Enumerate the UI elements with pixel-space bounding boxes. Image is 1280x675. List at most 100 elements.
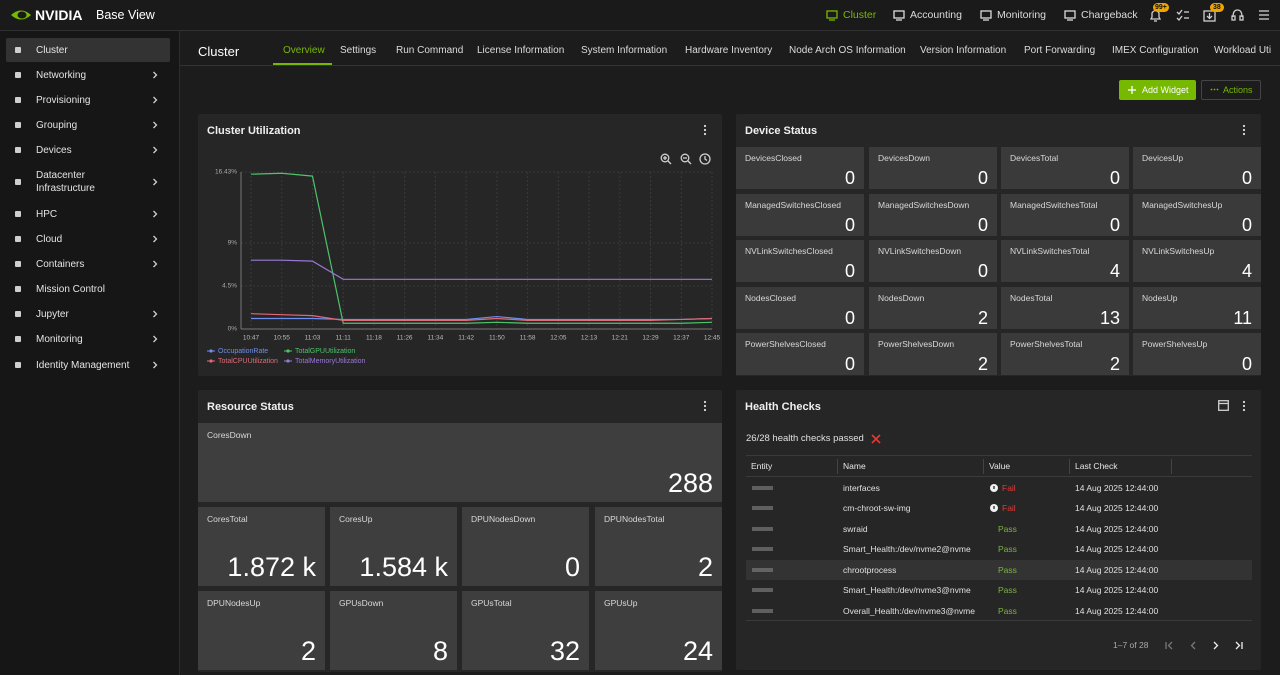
sidebar-item[interactable]: Datacenter Infrastructure (36, 169, 146, 195)
tile-label: NodesUp (1142, 292, 1177, 304)
prev-page-button[interactable] (1189, 641, 1197, 650)
nav-icon[interactable] (826, 9, 838, 21)
tile-value: 1.872 k (198, 552, 316, 582)
nav-icon[interactable] (893, 9, 905, 21)
check-time: 14 Aug 2025 12:44:00 (1075, 502, 1158, 514)
tile-value: 0 (869, 215, 988, 235)
tab[interactable]: Version Information (920, 45, 1006, 57)
icon-shape (152, 96, 158, 104)
tile-label: ManagedSwitchesUp (1142, 199, 1222, 211)
tile-label: PowerShelvesDown (878, 338, 954, 350)
tab[interactable]: Settings (340, 45, 376, 57)
nav-icon[interactable] (980, 9, 992, 21)
sidebar-item[interactable]: Cloud (36, 226, 146, 252)
check-name: cm-chroot-sw-img (843, 502, 911, 514)
sidebar-item[interactable]: Containers (36, 251, 146, 277)
tab[interactable]: Workload Utilization (1214, 45, 1271, 57)
sidebar-icon (14, 46, 22, 54)
main-menu-button[interactable] (1258, 10, 1270, 20)
zoom-in-button[interactable] (660, 153, 672, 165)
icon-shape (154, 261, 157, 267)
tile-value: 0 (1001, 168, 1120, 188)
last-page-button[interactable] (1234, 641, 1244, 650)
support-button[interactable] (1231, 9, 1244, 22)
check-value: Pass (998, 543, 1017, 555)
entity-redacted (752, 547, 773, 551)
icon-shape (1240, 16, 1243, 20)
page-title: Cluster (198, 45, 239, 59)
kebab-menu[interactable] (1241, 124, 1247, 136)
icon-shape (1243, 125, 1245, 127)
icon-shape (154, 211, 157, 217)
nav-icon[interactable] (1064, 9, 1076, 21)
icon-shape (15, 286, 21, 292)
icon-shape (15, 261, 21, 267)
chevron (152, 71, 158, 79)
nav-link[interactable]: Accounting (910, 9, 962, 21)
tab[interactable]: Hardware Inventory (685, 45, 772, 57)
first-page-button[interactable] (1165, 641, 1175, 650)
sidebar-item[interactable]: Networking (36, 62, 146, 88)
sidebar-icon (14, 335, 22, 343)
kebab-menu[interactable] (1241, 400, 1247, 412)
sidebar-item[interactable]: Provisioning (36, 87, 146, 113)
icon-shape (14, 285, 22, 293)
product-name: Base View (96, 8, 155, 23)
tile-label: ManagedSwitchesTotal (1010, 199, 1097, 211)
check-value: Fail (1002, 502, 1016, 514)
tab[interactable]: Run Command (396, 45, 463, 57)
tile-value: 0 (1001, 215, 1120, 235)
entity-redacted (752, 486, 773, 490)
icon-shape (154, 72, 157, 78)
tile-value: 4 (1001, 261, 1120, 281)
tile-label: DevicesDown (878, 152, 930, 164)
chevron (152, 361, 158, 369)
icon-shape (14, 310, 22, 318)
sidebar-icon (14, 210, 22, 218)
tile-label: ManagedSwitchesClosed (745, 199, 841, 211)
nav-link[interactable]: Cluster (843, 9, 876, 21)
sidebar-item[interactable]: Devices (36, 137, 146, 163)
icon-shape (688, 161, 691, 164)
icon-shape (14, 178, 22, 186)
sidebar-item[interactable]: Grouping (36, 112, 146, 138)
icon-shape (15, 72, 21, 78)
tile-value: 0 (736, 308, 855, 328)
tab[interactable]: License Information (477, 45, 564, 57)
icon-shape (1231, 9, 1244, 22)
chevron (152, 96, 158, 104)
icon-shape (154, 179, 157, 185)
tab[interactable]: Overview (283, 45, 325, 57)
tile-value: 2 (869, 308, 988, 328)
failed-indicator (871, 434, 881, 444)
icon-shape (1218, 400, 1229, 411)
check-time: 14 Aug 2025 12:44:00 (1075, 584, 1158, 596)
tab[interactable]: IMEX Configuration (1112, 45, 1199, 57)
icon-shape (152, 335, 158, 343)
zoom-out-button[interactable] (680, 153, 692, 165)
icon-shape (699, 153, 711, 165)
tab[interactable]: Node Arch OS Information (789, 45, 906, 57)
tile-label: PowerShelvesTotal (1010, 338, 1082, 350)
sidebar-item[interactable]: HPC (36, 201, 146, 227)
table-settings-button[interactable] (1218, 400, 1229, 411)
next-page-button[interactable] (1212, 641, 1220, 650)
sidebar-icon (14, 235, 22, 243)
icon-shape (14, 235, 22, 243)
tab[interactable]: Port Forwarding (1024, 45, 1095, 57)
check-time: 14 Aug 2025 12:44:00 (1075, 564, 1158, 576)
sidebar-item[interactable]: Cluster (36, 37, 146, 63)
nav-link[interactable]: Chargeback (1081, 9, 1138, 21)
icon-shape (704, 409, 706, 411)
tab[interactable]: System Information (581, 45, 667, 57)
sidebar-item[interactable]: Mission Control (36, 276, 146, 302)
nav-link[interactable]: Monitoring (997, 9, 1046, 21)
sidebar-item[interactable]: Jupyter (36, 301, 146, 327)
kebab-menu[interactable] (702, 400, 708, 412)
reset-zoom-button[interactable] (699, 153, 711, 165)
sidebar-item[interactable]: Monitoring (36, 326, 146, 352)
tile-label: NodesClosed (745, 292, 796, 304)
sidebar-item[interactable]: Identity Management (36, 352, 146, 378)
tasks-button[interactable] (1176, 9, 1190, 21)
kebab-menu[interactable] (702, 124, 708, 136)
